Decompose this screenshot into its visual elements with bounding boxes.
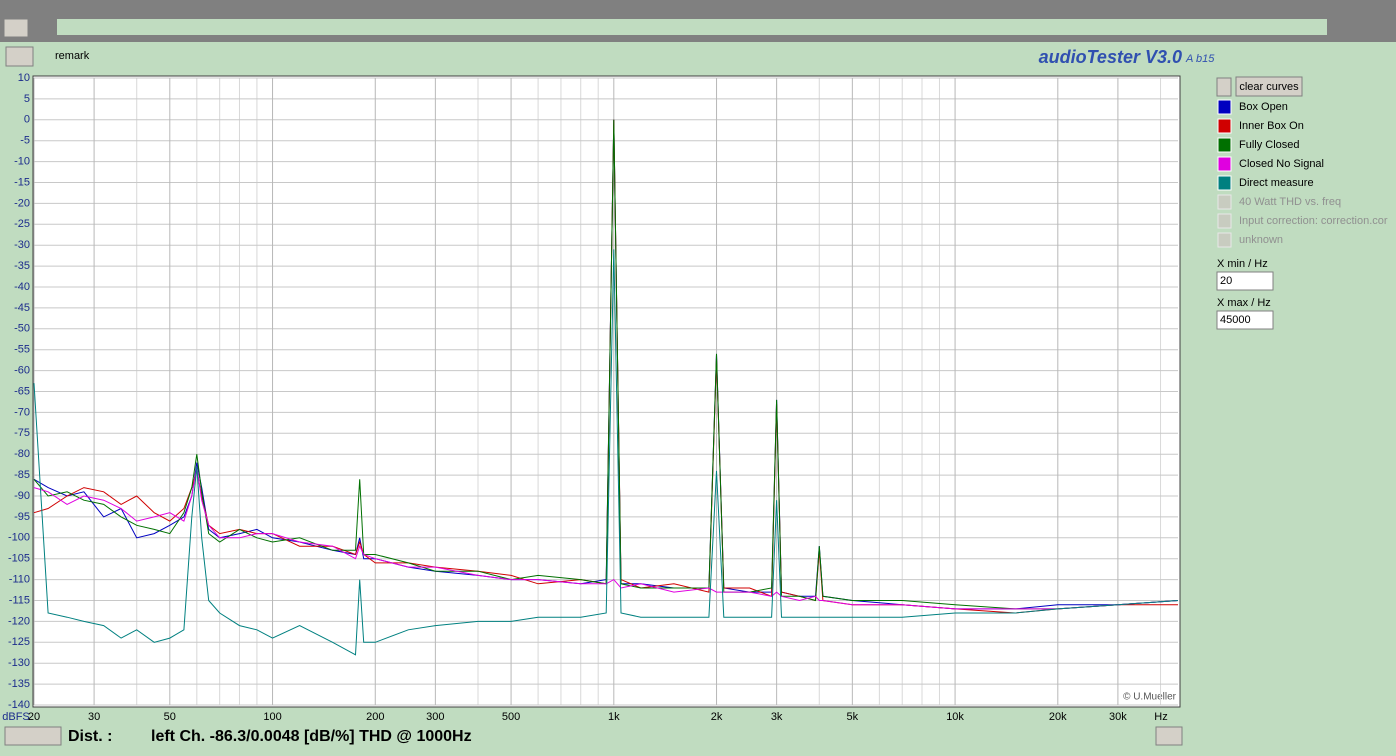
legend-checkbox[interactable] bbox=[1217, 194, 1232, 210]
y-tick-label: -120 bbox=[8, 615, 30, 627]
x-tick-label: 1k bbox=[608, 711, 620, 723]
y-tick-label: -60 bbox=[14, 365, 30, 377]
legend-label[interactable]: 40 Watt THD vs. freq bbox=[1239, 196, 1341, 208]
x-tick-label: 10k bbox=[946, 711, 964, 723]
y-tick-label: -95 bbox=[14, 511, 30, 523]
scroll-buttons[interactable] bbox=[1155, 726, 1183, 746]
y-tick-label: -25 bbox=[14, 218, 30, 230]
legend-label[interactable]: unknown bbox=[1239, 234, 1283, 246]
spinner[interactable] bbox=[5, 46, 34, 67]
y-tick-label: -85 bbox=[14, 469, 30, 481]
y-tick-label: -130 bbox=[8, 657, 30, 669]
app-title: audioTester V3.0 bbox=[1039, 47, 1182, 67]
y-tick-label: -20 bbox=[14, 197, 30, 209]
y-tick-label: -50 bbox=[14, 323, 30, 335]
y-tick-label: -140 bbox=[8, 699, 30, 711]
y-tick-label: -35 bbox=[14, 260, 30, 272]
top-slider[interactable] bbox=[57, 19, 1327, 35]
xmin-value[interactable]: 20 bbox=[1220, 275, 1232, 287]
y-tick-label: -105 bbox=[8, 553, 30, 565]
y-tick-label: 10 bbox=[18, 72, 30, 84]
y-tick-label: -55 bbox=[14, 344, 30, 356]
credit: © U.Mueller bbox=[1123, 692, 1177, 703]
legend-swatch[interactable] bbox=[1217, 175, 1232, 191]
y-tick-label: 5 bbox=[24, 93, 30, 105]
xmin-input[interactable] bbox=[1216, 271, 1274, 291]
x-tick-label: 200 bbox=[366, 711, 384, 723]
legend-label[interactable]: Input correction: correction.cor bbox=[1239, 215, 1388, 227]
x-tick-label: 300 bbox=[426, 711, 444, 723]
legend-checkbox[interactable] bbox=[1217, 232, 1232, 248]
x-tick-label: 3k bbox=[771, 711, 783, 723]
y-tick-label: -70 bbox=[14, 406, 30, 418]
y-axis-label: dBFS bbox=[2, 711, 30, 723]
y-tick-label: -80 bbox=[14, 448, 30, 460]
xmin-label: X min / Hz bbox=[1217, 258, 1268, 270]
y-tick-label: -30 bbox=[14, 239, 30, 251]
y-tick-label: -5 bbox=[20, 135, 30, 147]
clear-button[interactable] bbox=[1235, 76, 1303, 97]
x-tick-label: 20 bbox=[28, 711, 40, 723]
legend-label[interactable]: Fully Closed bbox=[1239, 139, 1300, 151]
series-line bbox=[33, 249, 1179, 656]
remark: remark bbox=[55, 50, 90, 62]
x-tick-label: 500 bbox=[502, 711, 520, 723]
y-tick-label: -40 bbox=[14, 281, 30, 293]
x-tick-label: 30k bbox=[1109, 711, 1127, 723]
x-tick-label: 5k bbox=[847, 711, 859, 723]
legend-label[interactable]: Box Open bbox=[1239, 101, 1288, 113]
y-tick-label: -75 bbox=[14, 427, 30, 439]
legend-swatch[interactable] bbox=[1217, 118, 1232, 134]
series-line bbox=[33, 466, 1179, 610]
x-tick-label: 30 bbox=[88, 711, 100, 723]
clear-button-label[interactable]: clear curves bbox=[1239, 81, 1299, 93]
xmax-label: X max / Hz bbox=[1217, 297, 1271, 309]
legend-label[interactable]: Inner Box On bbox=[1239, 120, 1304, 132]
x-tick-label: 100 bbox=[263, 711, 281, 723]
y-tick-label: -45 bbox=[14, 302, 30, 314]
y-tick-label: 0 bbox=[24, 114, 30, 126]
scroll-buttons[interactable] bbox=[4, 726, 62, 746]
dist-label: Dist. : bbox=[68, 728, 112, 745]
legend-swatch[interactable] bbox=[1217, 156, 1232, 172]
y-tick-label: -10 bbox=[14, 156, 30, 168]
y-tick-label: -100 bbox=[8, 532, 30, 544]
dist-text: left Ch. -86.3/0.0048 [dB/%] THD @ 1000H… bbox=[151, 728, 472, 745]
y-tick-label: -15 bbox=[14, 176, 30, 188]
legend-label[interactable]: Direct measure bbox=[1239, 177, 1314, 189]
legend-swatch[interactable] bbox=[1217, 99, 1232, 115]
x-tick-label: 2k bbox=[711, 711, 723, 723]
x-axis-label: Hz bbox=[1154, 711, 1167, 723]
legend-label[interactable]: Closed No Signal bbox=[1239, 158, 1324, 170]
xmax-input[interactable] bbox=[1216, 310, 1274, 330]
spinner[interactable] bbox=[3, 18, 29, 38]
y-tick-label: -110 bbox=[9, 574, 30, 586]
y-tick-label: -115 bbox=[9, 594, 30, 606]
spinner[interactable] bbox=[1216, 77, 1232, 97]
y-tick-label: -90 bbox=[14, 490, 30, 502]
legend-checkbox[interactable] bbox=[1217, 213, 1232, 229]
grid bbox=[33, 77, 1178, 706]
legend-swatch[interactable] bbox=[1217, 137, 1232, 153]
y-tick-label: -125 bbox=[8, 636, 30, 648]
xmax-value[interactable]: 45000 bbox=[1220, 314, 1251, 326]
app-version: A b15 bbox=[1185, 53, 1215, 65]
x-tick-label: 50 bbox=[164, 711, 176, 723]
series-line bbox=[33, 119, 1179, 610]
x-tick-label: 20k bbox=[1049, 711, 1067, 723]
y-tick-label: -135 bbox=[8, 678, 30, 690]
y-tick-label: -65 bbox=[14, 385, 30, 397]
